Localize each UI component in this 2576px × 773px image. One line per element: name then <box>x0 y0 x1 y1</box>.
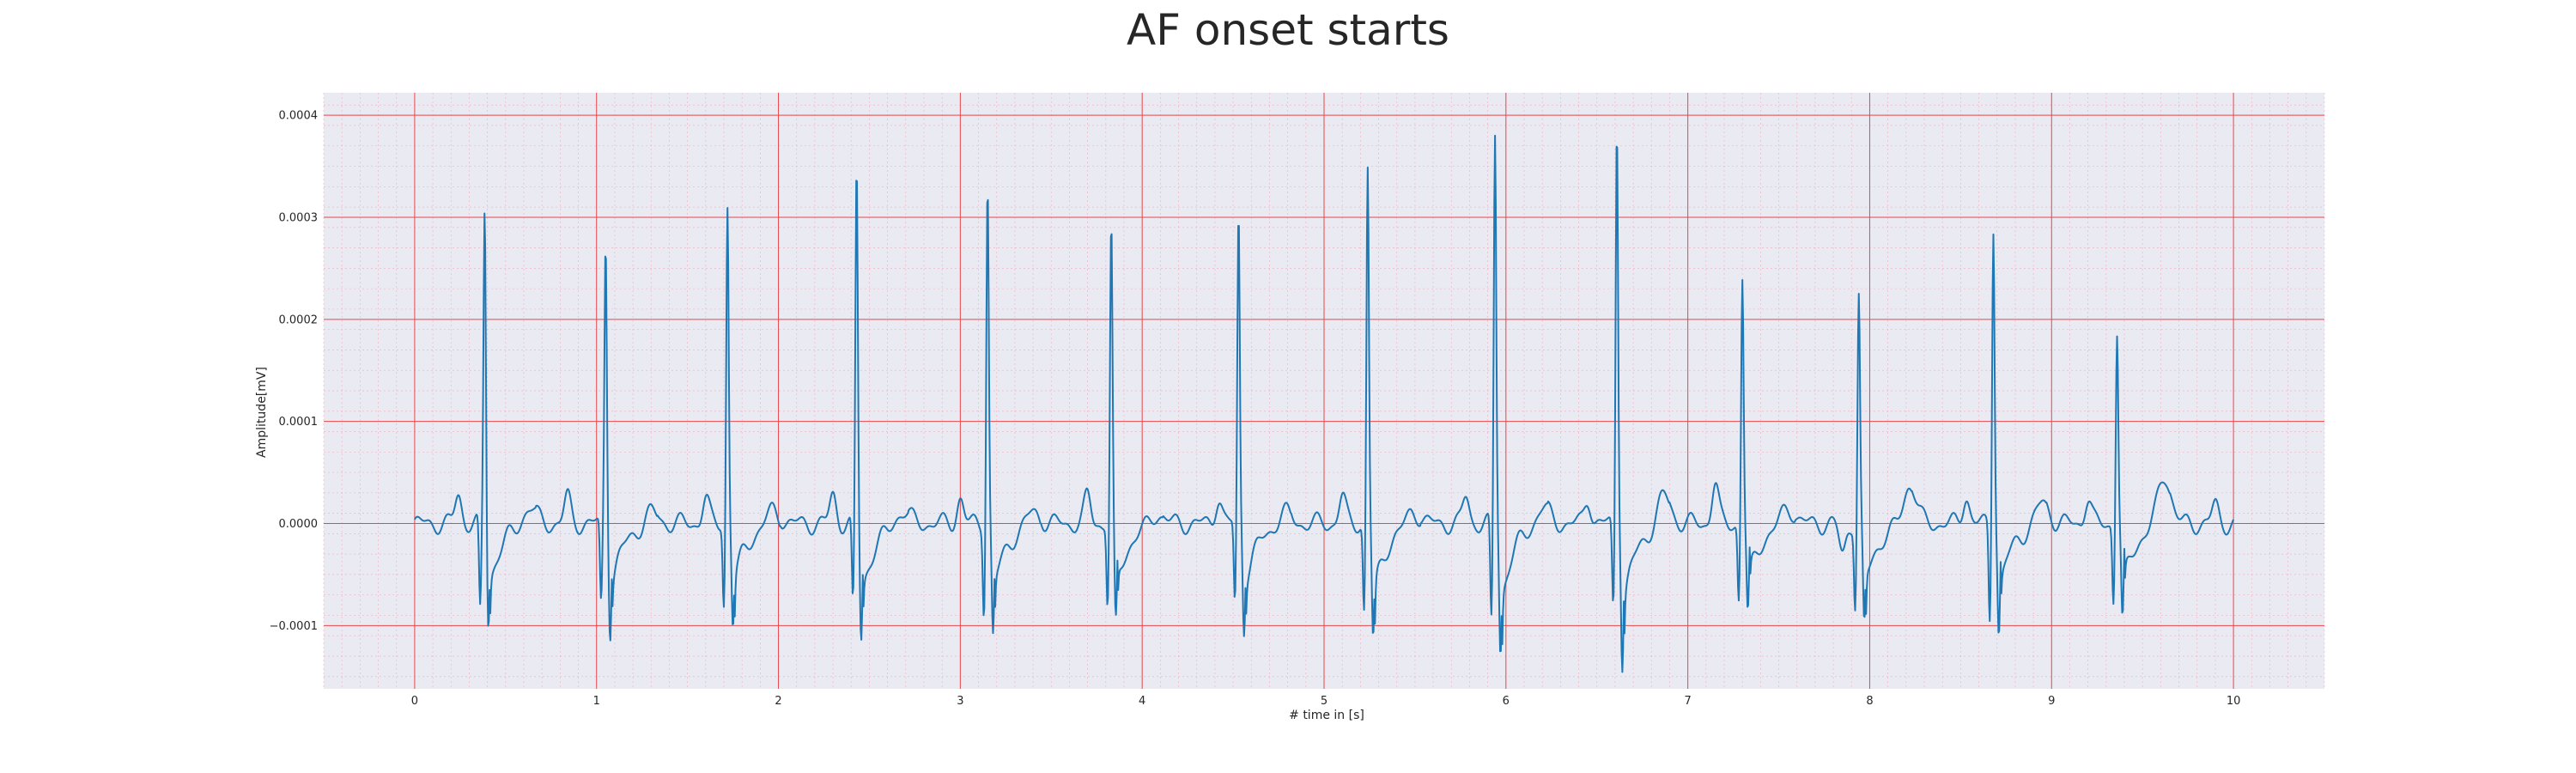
x-tick-label: 10 <box>2227 695 2241 708</box>
y-tick-label: 0.0000 <box>279 518 319 531</box>
x-tick-label: 7 <box>1684 695 1691 708</box>
x-axis-label: # time in [s] <box>1289 709 1364 722</box>
y-tick-labels: −0.0001 0.0000 0.0001 0.0002 0.0003 0.0004 <box>270 110 318 633</box>
x-tick-label: 2 <box>775 695 781 708</box>
x-tick-label: 0 <box>411 695 418 708</box>
y-tick-label: 0.0001 <box>279 416 319 429</box>
y-axis-label: Amplitude[mV] <box>255 367 269 458</box>
series-layer <box>414 134 2235 673</box>
x-tick-label: 4 <box>1139 695 1145 708</box>
x-tick-label: 6 <box>1503 695 1510 708</box>
chart-title: AF onset starts <box>1127 5 1449 55</box>
x-tick-label: 8 <box>1866 695 1873 708</box>
y-tick-label: 0.0003 <box>279 211 319 224</box>
x-tick-label: 1 <box>593 695 600 708</box>
x-tick-label: 3 <box>957 695 963 708</box>
x-tick-label: 9 <box>2048 695 2055 708</box>
y-tick-label: 0.0002 <box>279 313 319 326</box>
y-tick-label: −0.0001 <box>270 620 318 633</box>
x-tick-label: 5 <box>1321 695 1327 708</box>
ecg-series-line <box>414 134 2235 673</box>
y-tick-label: 0.0004 <box>279 110 319 123</box>
x-tick-labels: 0 1 2 3 4 5 6 7 8 9 10 <box>411 695 2241 708</box>
